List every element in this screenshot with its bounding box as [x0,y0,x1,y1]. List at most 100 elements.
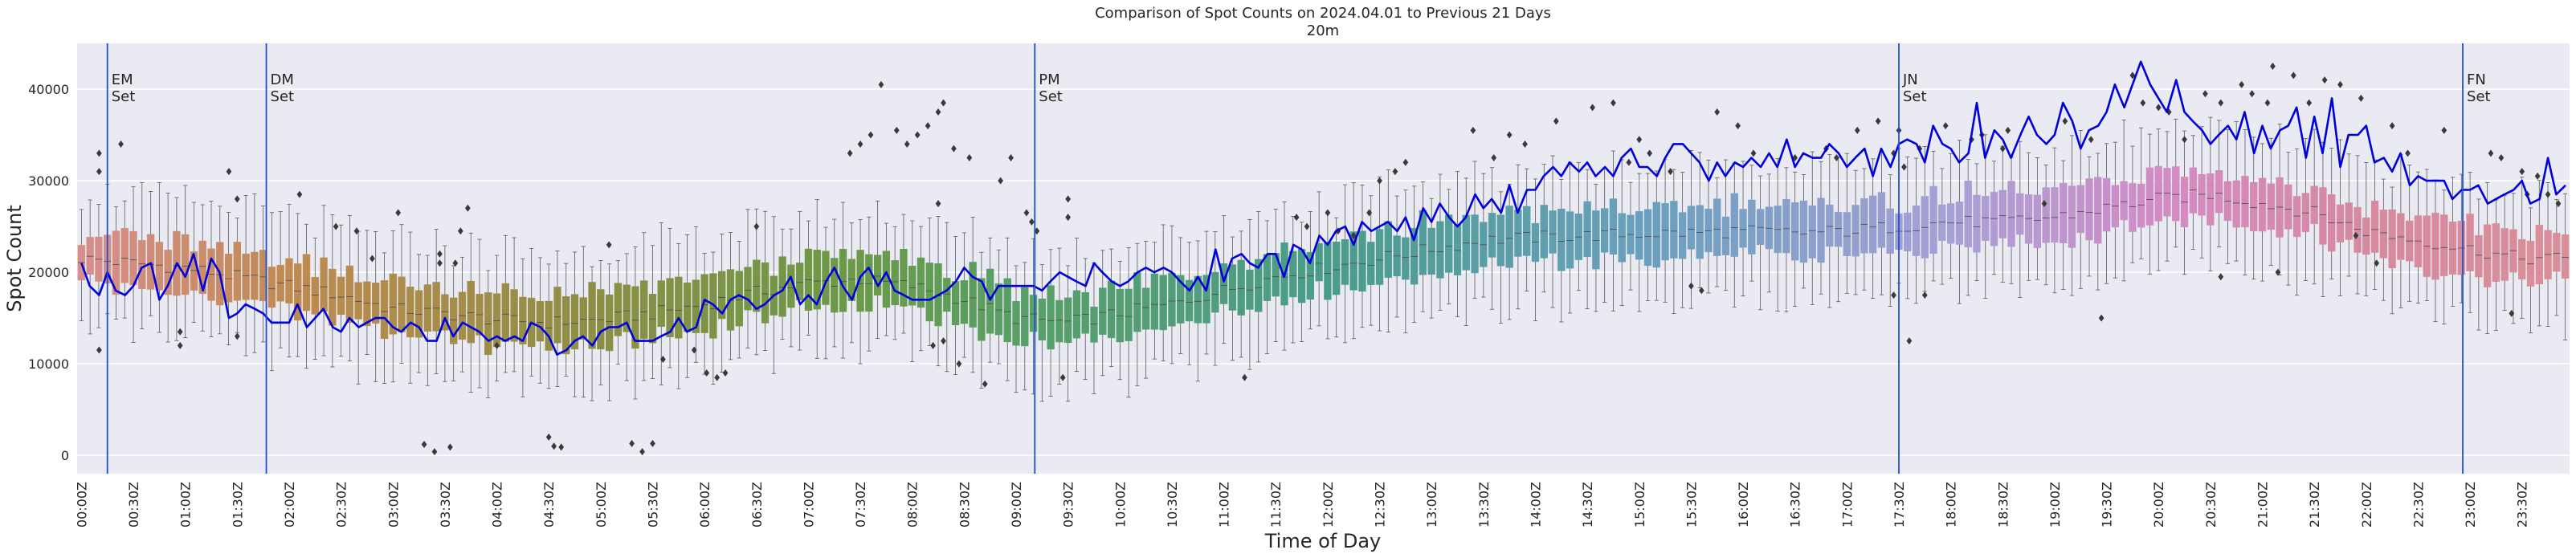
box-iqr [450,297,458,344]
set-label-set: Set [1903,88,1927,105]
box-iqr [1592,210,1600,270]
box-iqr [1834,211,1843,247]
x-tick-label: 08:00Z [905,482,921,527]
outlier-point [966,154,973,162]
box-iqr [2535,224,2543,285]
box-plot [2154,128,2162,271]
box-plot [2379,178,2388,301]
outlier-point [1714,108,1721,116]
box-plot [1713,177,1721,287]
box-plot [813,199,821,359]
box-plot [2448,177,2457,307]
box-plot [267,212,276,372]
box-iqr [1228,264,1237,311]
x-tick-label: 23:30Z [2515,482,2530,527]
outlier-points [96,63,2562,456]
box-iqr [1107,280,1116,339]
outlier-point [930,341,936,349]
box-plot [1973,163,1981,282]
box-iqr [960,280,969,324]
box-iqr [146,234,155,290]
today-line-group [80,60,2566,356]
outlier-point [2140,99,2146,107]
y-tick-label: 30000 [28,173,69,189]
box-iqr [1332,242,1341,295]
box-plot [1592,183,1600,312]
box-iqr [1687,206,1696,250]
box-plot [1929,150,1937,282]
box-iqr [1063,297,1072,344]
box-iqr [1315,242,1323,282]
box-iqr [1652,202,1660,268]
box-iqr [2016,193,2024,235]
set-label-name: JN [1902,71,1918,88]
box-iqr [294,263,302,321]
box-iqr [138,240,146,289]
x-tick-label: 13:30Z [1476,482,1492,527]
outlier-point [941,99,946,107]
outlier-point [1553,117,1559,125]
box-plot [363,230,371,355]
box-iqr [1946,203,1955,244]
outlier-point [2405,149,2411,157]
box-plot [1219,215,1228,344]
box-iqr [657,280,665,328]
outlier-point [2264,99,2271,107]
outlier-point [96,168,102,176]
box-iqr [1219,263,1228,304]
box-plot [1635,173,1643,312]
box-iqr [925,263,933,322]
box-plot [1063,265,1072,402]
box-iqr [182,234,190,295]
box-iqr [1402,237,1410,280]
box-iqr [1739,209,1747,248]
box-plot [1851,169,1860,295]
set-label-name: PM [1039,71,1059,88]
outlier-point [606,241,612,249]
outlier-point [1921,291,1928,299]
outlier-point [1350,231,1357,239]
outlier-point [2182,136,2187,144]
outlier-point [660,355,666,363]
box-iqr [1964,180,1972,248]
outlier-point [2306,99,2313,107]
outlier-point [704,369,710,377]
box-plot [614,260,623,365]
box-iqr [1462,214,1470,271]
box-plot [1566,161,1574,314]
set-label-name: FN [2467,71,2486,88]
outlier-point [2555,200,2562,208]
box-iqr [545,300,553,351]
box-iqr [1643,209,1652,267]
box-plot [570,251,579,397]
outlier-point [878,80,884,88]
box-plot [2120,119,2128,282]
box-iqr [2250,181,2258,231]
box-iqr [1445,214,1453,273]
outlier-point [234,332,240,340]
x-tick-label: 02:30Z [334,482,349,527]
box-plot [2033,157,2042,280]
x-tick-label: 10:00Z [1112,482,1128,527]
box-plot [1826,154,1834,308]
box-iqr [1618,213,1626,263]
box-plot [285,204,293,358]
box-plot [2500,194,2509,312]
box-plot [1877,152,1886,295]
box-iqr [129,230,137,286]
box-iqr [1721,216,1730,255]
box-plot [2440,189,2448,325]
box-plot [2345,153,2353,277]
outlier-point [447,443,453,451]
outlier-point [1304,222,1310,230]
outlier-point [2353,231,2359,239]
box-plot [2475,198,2483,331]
box-plot [2370,159,2379,290]
box-plot [2414,171,2423,304]
box-iqr [614,283,623,336]
y-tick-label: 0 [61,448,69,463]
outlier-point [2519,168,2525,176]
outlier-point [1688,282,1694,290]
